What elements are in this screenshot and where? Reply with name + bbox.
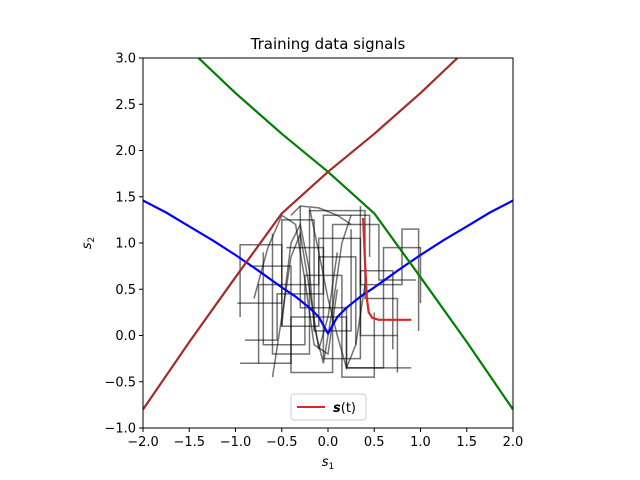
y-tick-label: −1.0 (104, 422, 136, 437)
training-signal-6 (237, 219, 352, 332)
series-line-3 (362, 217, 412, 321)
legend: s(t) (290, 393, 367, 421)
series-line-1 (197, 58, 513, 411)
x-tick-label: −0.5 (266, 435, 298, 450)
y-tick-label: 0.0 (115, 329, 136, 344)
x-tick-label: 0.5 (364, 435, 385, 450)
x-tick-label: 0.0 (318, 435, 339, 450)
series-line-0 (143, 199, 513, 335)
y-tick-label: 0.5 (115, 283, 136, 298)
y-axis: −1.0 −0.5 0.0 0.5 1.0 1.5 2.0 2.5 3.0 (104, 52, 143, 437)
training-signal-9 (244, 214, 371, 341)
series-line-2 (143, 58, 459, 411)
x-axis: −2.0 −1.5 −1.0 −0.5 0.0 0.5 1.0 1.5 2.0 (127, 428, 523, 450)
y-tick-label: 2.5 (115, 98, 136, 113)
training-signal-11 (253, 214, 339, 356)
y-tick-label: 1.0 (115, 237, 136, 252)
training-signal-8 (359, 206, 420, 331)
x-axis-label: s1 (322, 455, 335, 472)
series-lines (143, 58, 513, 411)
chart-title: Training data signals (250, 35, 406, 53)
x-tick-label: 1.5 (456, 435, 477, 450)
legend-box (290, 393, 367, 421)
y-tick-label: 2.0 (115, 144, 136, 159)
x-tick-label: −1.0 (220, 435, 252, 450)
y-axis-label: s2 (80, 237, 97, 250)
training-signals (237, 205, 422, 378)
y-tick-label: 3.0 (115, 52, 136, 67)
x-tick-label: −2.0 (127, 435, 159, 450)
x-tick-label: 1.0 (410, 435, 431, 450)
x-tick-label: 2.0 (503, 435, 524, 450)
plot-area (143, 58, 513, 428)
training-signal-14 (290, 205, 352, 226)
training-signal-12 (308, 207, 366, 371)
y-tick-label: −0.5 (104, 375, 136, 390)
training-signal-0 (239, 244, 357, 345)
y-tick-label: 1.5 (115, 190, 136, 205)
training-signal-10 (281, 215, 352, 364)
training-signal-13 (271, 231, 339, 378)
training-signal-1 (271, 209, 399, 373)
x-tick-label: −1.5 (173, 435, 205, 450)
legend-label: s(t) (333, 401, 356, 416)
